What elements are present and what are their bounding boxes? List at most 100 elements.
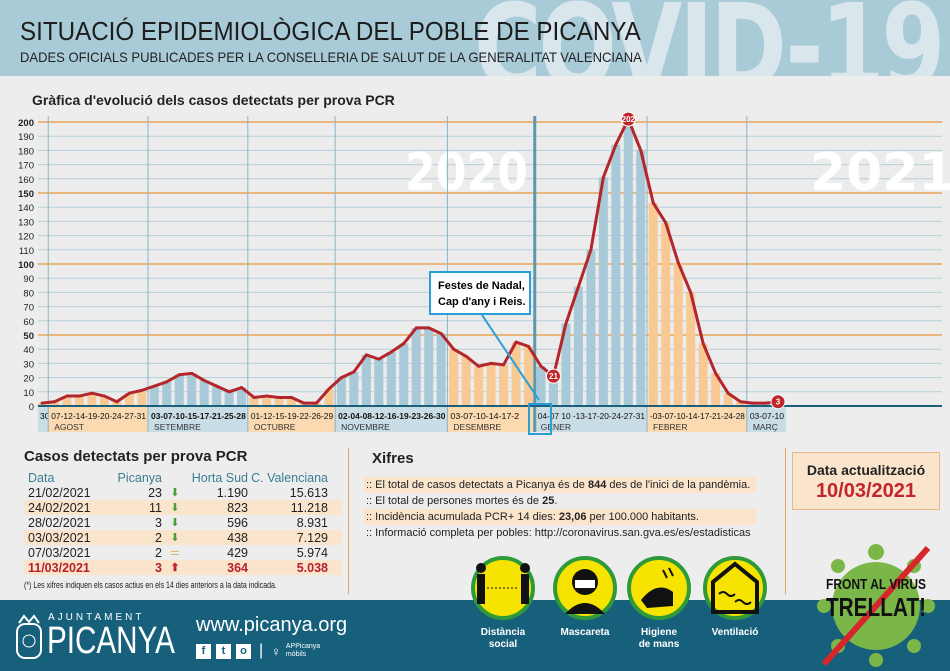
- y-tick-label: 100: [18, 260, 34, 271]
- divider: [348, 448, 349, 594]
- bar: [561, 323, 571, 406]
- app-label: APPicanya: [285, 643, 321, 650]
- bar: [361, 354, 371, 406]
- bar: [461, 356, 471, 406]
- annotation-box: [429, 271, 531, 315]
- handwash-icon: [627, 556, 691, 620]
- cell-date: 03/03/2021: [28, 530, 91, 545]
- bar: [274, 397, 284, 406]
- year-label-2020: 2020: [405, 143, 528, 203]
- y-tick-label: 40: [23, 345, 34, 356]
- measure-handwash: Higiene de mans: [624, 555, 694, 651]
- data-point: [527, 344, 531, 348]
- annotation-text: Festes de Nadal,: [438, 280, 525, 292]
- xifres-text: per 100.000 habitants.: [586, 511, 699, 523]
- month-label: FEBRER: [653, 422, 687, 432]
- data-point: [202, 378, 206, 382]
- data-point: [215, 384, 219, 388]
- data-point: [651, 201, 655, 205]
- data-point: [190, 371, 194, 375]
- xifres-line: :: El total de persones mortes és de 25.: [364, 493, 784, 509]
- campaign-line1: FRONT AL VIRUS: [826, 576, 926, 593]
- twitter-icon[interactable]: t: [216, 643, 231, 659]
- x-band: [534, 407, 648, 432]
- data-point: [314, 401, 318, 405]
- data-point: [564, 322, 568, 326]
- bar: [112, 401, 122, 406]
- cell-horta: 1.190: [216, 485, 248, 500]
- cell-horta: 429: [227, 545, 248, 560]
- y-tick-label: 60: [23, 317, 34, 328]
- instagram-icon[interactable]: o: [236, 643, 251, 659]
- data-point: [302, 401, 306, 405]
- bar: [249, 397, 259, 406]
- bar: [162, 381, 172, 406]
- bar: [124, 393, 134, 406]
- measure-label2: social: [488, 639, 518, 650]
- bar: [511, 342, 521, 406]
- xifres-line: :: Informació completa per pobles: http:…: [364, 525, 784, 541]
- x-band: [746, 407, 786, 432]
- month-label: DESEMBRE: [453, 422, 501, 432]
- month-label: OCTUBRE: [254, 422, 296, 432]
- table-row: 03/03/2021 2 ⬇ 438 7.129: [24, 530, 342, 545]
- x-tick-label: 04-07 10 -13-17-20-24-27-31: [538, 411, 646, 421]
- data-point: [177, 373, 181, 377]
- app-icon: ♀: [271, 643, 281, 659]
- bar: [673, 262, 683, 406]
- year-label-2021: 2021: [810, 143, 950, 203]
- bar: [486, 363, 496, 406]
- measure-label2: de mans: [638, 639, 680, 650]
- data-point: [352, 370, 356, 374]
- data-point: [477, 364, 481, 368]
- data-point: [52, 400, 56, 404]
- xifres-text: :: Incidència acumulada PCR+ 14 dies:: [366, 511, 559, 523]
- bar: [286, 397, 296, 406]
- cell-date: 07/03/2021: [28, 545, 91, 560]
- xifres-text: :: Informació completa per pobles: http:…: [366, 527, 751, 539]
- callout-marker: [770, 394, 786, 410]
- y-tick-label: 70: [23, 303, 34, 314]
- table-row: 24/02/2021 11 ⬇ 823 11.218: [24, 500, 342, 515]
- x-band: [647, 407, 747, 432]
- table-header: Data Picanya Horta Sud C. Valenciana: [24, 470, 342, 485]
- data-point: [289, 395, 293, 399]
- data-point: [227, 390, 231, 394]
- cell-date: 28/02/2021: [28, 515, 91, 530]
- measure-label: Higiene: [640, 627, 678, 638]
- data-point: [589, 248, 593, 252]
- bar: [149, 386, 159, 406]
- y-tick-label: 120: [18, 232, 34, 243]
- y-tick-label: 140: [18, 203, 34, 214]
- bar: [237, 387, 247, 406]
- trend-equal-icon: ＝: [169, 547, 181, 560]
- y-tick-label: 160: [18, 175, 34, 186]
- divider: [785, 448, 786, 594]
- bar: [411, 327, 421, 406]
- bar: [698, 343, 708, 406]
- town-name: PICANYA: [47, 620, 175, 662]
- bar: [99, 396, 109, 406]
- bar: [349, 371, 359, 406]
- bar: [573, 286, 583, 406]
- data-point: [514, 340, 518, 344]
- facebook-icon[interactable]: f: [196, 643, 211, 659]
- measure-label: Distància: [480, 627, 526, 638]
- page-title: SITUACIÓ EPIDEMIOLÒGICA DEL POBLE DE PIC…: [20, 16, 641, 46]
- x-tick-label: 02-04-08-12-16-19-23-26-30: [338, 411, 446, 421]
- data-point: [751, 401, 755, 405]
- callout-label: 202: [622, 115, 636, 124]
- cell-picanya: 23: [148, 485, 162, 500]
- website-link[interactable]: www.picanya.org: [196, 614, 348, 636]
- table-row: 07/03/2021 2 ＝ 429 5.974: [24, 545, 342, 560]
- y-tick-label: 30: [23, 359, 34, 370]
- y-tick-label: 0: [29, 402, 34, 413]
- bar: [548, 376, 558, 406]
- annotation-text: Cap d'any i Reis.: [438, 296, 526, 308]
- update-date: 10/03/2021: [815, 480, 917, 502]
- col-cv: C. Valenciana: [251, 470, 328, 485]
- x-band: [148, 407, 248, 432]
- data-point: [127, 391, 131, 395]
- bar: [686, 292, 696, 406]
- col-date: Data: [28, 470, 55, 485]
